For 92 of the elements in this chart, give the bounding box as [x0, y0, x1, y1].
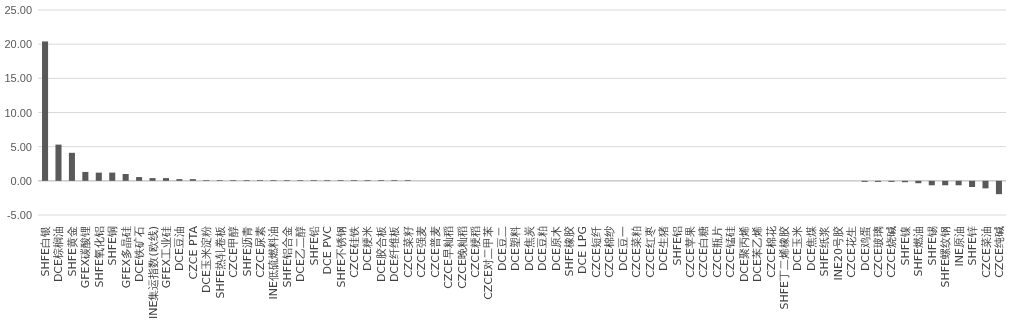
y-tick-label: -5.00	[6, 209, 32, 222]
bar	[162, 178, 169, 181]
x-tick-label: SHFE燃油	[912, 226, 926, 277]
x-tick-label: DCE胶合板	[374, 226, 388, 283]
y-tick-label: 10.00	[4, 106, 32, 119]
y-tick-label: 20.00	[4, 38, 32, 51]
x-tick-label: CZCE菜粕	[630, 226, 644, 278]
x-tick-label: CZCE强麦	[415, 226, 429, 278]
x-tick-label: DCE豆粕	[536, 226, 550, 272]
x-tick-label: DCE鸡蛋	[858, 226, 872, 272]
bar	[82, 171, 89, 181]
y-tick-label: 0.00	[10, 174, 32, 187]
x-tick-label: DCE焦炭	[522, 226, 536, 272]
x-tick-label: CZCE棉纱	[603, 226, 617, 278]
x-tick-label: CZCE烧碱	[885, 226, 899, 278]
x-tick-label: CZCE普麦	[428, 226, 442, 278]
x-tick-label: DCE PVC	[321, 225, 335, 275]
bar	[55, 144, 62, 181]
x-tick-label: SHFE铝	[670, 226, 684, 266]
x-tick-label: DCE铁矿石	[133, 226, 147, 283]
x-tick-label: SHFE铅	[307, 226, 321, 266]
bar	[122, 174, 129, 181]
x-tick-label: DCE玉米淀粉	[200, 226, 214, 294]
x-tick-label: CZCE纯碱	[992, 226, 1006, 278]
x-tick-label: DCE塑料	[509, 226, 523, 272]
x-tick-label: GFEX多晶硅	[119, 226, 133, 289]
bar	[136, 177, 143, 181]
x-tick-label: SHFE丁二烯橡胶	[777, 226, 791, 310]
x-tick-label: CZCE菜籽	[401, 226, 415, 278]
y-tick-label: 5.00	[10, 140, 32, 153]
x-tick-label: DCE豆油	[173, 226, 187, 272]
x-tick-label: SHFE氧化铝	[92, 226, 106, 288]
bar	[982, 180, 989, 189]
x-tick-label: DCE LPG	[576, 226, 590, 274]
bar	[969, 180, 976, 187]
x-tick-label: DCE棕榈油	[52, 226, 66, 283]
x-tick-label: CZCE红枣	[643, 226, 657, 278]
x-tick-label: SHFE锌	[966, 226, 980, 266]
bar	[149, 178, 156, 181]
bar	[109, 172, 116, 181]
x-tick-label: INE20号胶	[831, 226, 845, 281]
bar	[68, 152, 75, 181]
x-tick-label: SHFE锡	[925, 226, 939, 266]
x-tick-label: CZCE菜油	[979, 226, 993, 278]
x-tick-label: CZCE对二甲苯	[482, 226, 496, 300]
x-tick-label: GFEX碳酸锂	[79, 226, 93, 289]
x-tick-label: DCE豆一	[616, 226, 630, 272]
x-tick-label: CZCE玻璃	[872, 226, 886, 278]
x-tick-label: DCE原木	[549, 226, 563, 272]
x-tick-label: SHFE白银	[39, 226, 53, 277]
x-tick-label: CZCE短纤	[589, 226, 603, 278]
x-tick-label: DCE聚丙烯	[737, 226, 751, 283]
bar	[95, 172, 102, 181]
x-tick-label: CZCE晚籼稻	[455, 226, 469, 289]
x-tick-label: DCE纤维板	[388, 226, 402, 283]
bar	[42, 41, 49, 181]
x-tick-label: CZCE苹果	[683, 226, 697, 278]
x-tick-label: CZCE锰硅	[724, 226, 738, 278]
x-tick-label: CZCE硅铁	[348, 226, 362, 278]
x-tick-label: SHFE铝合金	[280, 226, 294, 288]
x-tick-label: DCE焦煤	[804, 226, 818, 272]
x-tick-label: CZCE尿素	[254, 226, 268, 278]
x-tick-label: INE原油	[952, 226, 966, 267]
x-tick-label: DCE粳米	[361, 226, 375, 272]
x-tick-label: GFEX工业硅	[159, 226, 173, 289]
x-tick-label: SHFE热轧卷板	[213, 226, 227, 299]
x-tick-label: SHFE黄金	[65, 226, 79, 277]
x-tick-label: DCE苯乙烯	[751, 226, 765, 283]
x-tick-label: INE集运指数(欧线)	[146, 226, 160, 320]
x-tick-label: CZCE PTA	[186, 225, 200, 280]
x-tick-label: CZCE早籼稻	[442, 226, 456, 289]
x-tick-label: SHFE铜	[106, 226, 120, 266]
x-tick-label: DCE豆二	[495, 226, 509, 272]
x-tick-label: CZCE棉花	[764, 226, 778, 278]
x-tick-label: CZCE粳稻	[468, 226, 482, 278]
bar	[995, 180, 1002, 195]
y-tick-label: 25.00	[4, 4, 32, 17]
x-tick-label: DCE乙二醇	[294, 226, 308, 283]
x-tick-label: SHFE纸浆	[818, 226, 832, 277]
x-tick-label: SHFE螺纹钢	[939, 226, 953, 288]
x-tick-label: INE低硫燃料油	[267, 226, 281, 300]
x-tick-label: DCE生猪	[657, 226, 671, 272]
x-tick-label: SHFE不锈钢	[334, 226, 348, 288]
x-tick-label: SHFE橡胶	[563, 226, 577, 277]
y-tick-label: 15.00	[4, 72, 32, 85]
x-tick-label: SHFE沥青	[240, 226, 254, 277]
x-tick-label: CZCE花生	[845, 226, 859, 278]
x-tick-label: CZCE白糖	[697, 226, 711, 278]
x-tick-label: CZCE甲醇	[227, 226, 241, 278]
x-tick-label: SHFE镍	[898, 226, 912, 266]
x-tick-label: CZCE瓶片	[710, 226, 724, 278]
x-tick-label: DCE玉米	[791, 226, 805, 272]
